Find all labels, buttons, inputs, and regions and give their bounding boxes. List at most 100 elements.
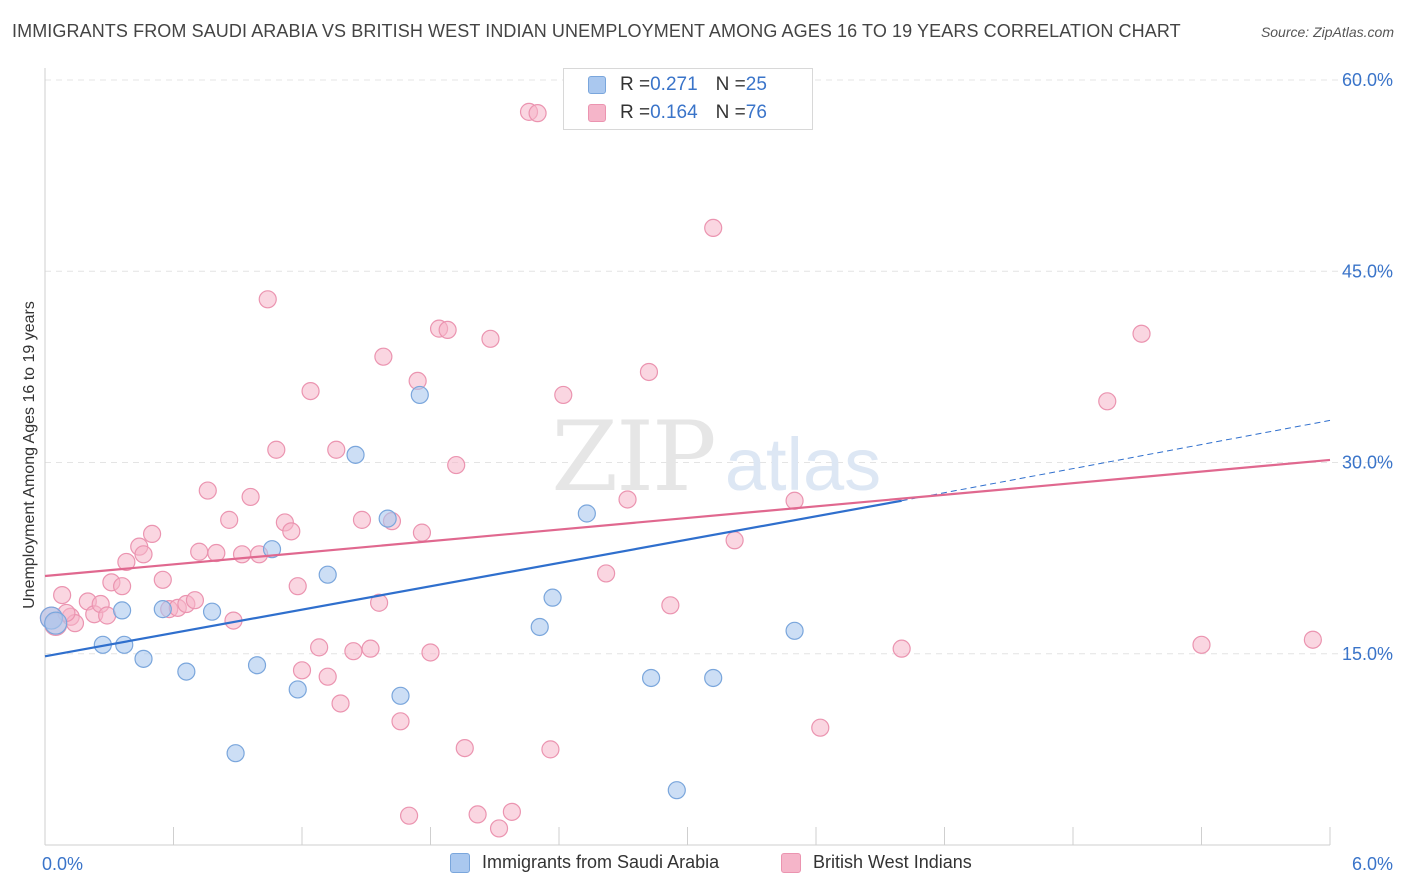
point-bwi xyxy=(292,661,312,680)
axes xyxy=(44,68,1331,846)
point-bwi xyxy=(1132,324,1151,343)
point-bwi xyxy=(455,738,474,758)
swatch-saudi xyxy=(588,76,606,94)
watermark: ZIP atlas xyxy=(551,401,881,513)
point-bwi xyxy=(301,382,320,401)
point-bwi xyxy=(327,440,346,459)
point-bwi xyxy=(447,455,466,475)
point-saudi xyxy=(112,601,132,620)
point-bwi xyxy=(318,667,337,686)
gridlines xyxy=(45,79,1392,655)
y-tick-label: 15.0% xyxy=(1342,644,1393,664)
point-bwi xyxy=(438,320,457,339)
point-saudi xyxy=(177,662,196,681)
point-bwi xyxy=(704,218,723,237)
point-bwi xyxy=(412,523,432,542)
point-bwi xyxy=(502,802,521,821)
point-saudi xyxy=(115,635,134,654)
n-value: 25 xyxy=(745,74,767,95)
point-saudi xyxy=(262,540,282,559)
r-value: 0.271 xyxy=(650,74,698,95)
point-bwi xyxy=(117,552,136,572)
legend-swatch-saudi xyxy=(450,852,470,873)
point-saudi xyxy=(667,781,686,800)
point-bwi xyxy=(241,487,260,507)
point-bwi xyxy=(528,104,547,123)
legend-label-bwi: British West Indians xyxy=(813,852,972,872)
point-saudi xyxy=(704,668,723,688)
swatch-bwi xyxy=(588,104,606,122)
watermark-atlas: atlas xyxy=(725,423,881,506)
point-bwi xyxy=(811,718,830,737)
x-tick-label: 6.0% xyxy=(1352,854,1393,874)
trend-line-saudi-extension xyxy=(901,419,1331,502)
point-bwi xyxy=(267,440,286,459)
point-bwi xyxy=(1192,635,1211,654)
point-saudi xyxy=(247,656,267,675)
trend-line-saudi xyxy=(44,499,902,658)
point-bwi xyxy=(282,522,301,541)
point-saudi xyxy=(391,686,410,705)
stats-row-bwi: R = 0.164 N = 76 xyxy=(588,101,767,125)
point-saudi xyxy=(785,621,804,640)
point-saudi xyxy=(288,680,307,699)
point-bwi xyxy=(153,570,172,589)
point-bwi xyxy=(344,642,363,661)
point-saudi xyxy=(346,445,365,464)
point-saudi xyxy=(226,744,245,763)
point-bwi xyxy=(1098,392,1117,411)
point-bwi xyxy=(892,639,911,658)
r-label: R = xyxy=(620,102,651,123)
stats-row-saudi: R = 0.271 N = 25 xyxy=(588,73,767,97)
point-bwi xyxy=(198,481,217,500)
point-bwi xyxy=(421,643,440,662)
point-bwi xyxy=(661,596,680,615)
point-bwi xyxy=(370,593,389,612)
point-bwi xyxy=(258,290,277,309)
point-bwi xyxy=(391,712,410,731)
legend-swatch-bwi xyxy=(781,852,801,873)
point-bwi xyxy=(399,806,419,825)
y-tick-label: 60.0% xyxy=(1342,70,1393,90)
point-saudi xyxy=(153,600,172,619)
legend-item-saudi[interactable]: Immigrants from Saudi Arabia xyxy=(450,852,719,873)
legend-item-bwi[interactable]: British West Indians xyxy=(781,852,972,873)
point-bwi xyxy=(232,545,252,564)
point-bwi xyxy=(331,694,350,713)
source-credit: Source: ZipAtlas.com xyxy=(1260,24,1394,40)
point-bwi xyxy=(468,805,487,824)
point-saudi xyxy=(543,588,562,607)
n-label: N = xyxy=(715,102,746,123)
point-bwi xyxy=(112,577,132,596)
point-bwi xyxy=(1303,630,1322,649)
point-bwi xyxy=(142,524,162,544)
n-label: N = xyxy=(715,74,746,95)
point-bwi xyxy=(541,740,560,759)
point-bwi xyxy=(489,819,509,838)
point-saudi xyxy=(641,668,661,688)
point-bwi xyxy=(361,639,380,658)
point-bwi xyxy=(185,591,205,610)
chart-title: IMMIGRANTS FROM SAUDI ARABIA VS BRITISH … xyxy=(12,21,1181,41)
point-saudi xyxy=(577,504,596,523)
point-bwi xyxy=(53,585,72,605)
y-tick-label: 30.0% xyxy=(1342,453,1393,473)
series-legend: Immigrants from Saudi Arabia British Wes… xyxy=(0,852,1406,876)
point-saudi xyxy=(378,509,397,528)
trend-line-bwi xyxy=(44,458,1331,578)
point-saudi xyxy=(410,385,429,405)
tick-labels: 15.0% 30.0% 45.0% 60.0% 0.0% 6.0% xyxy=(42,70,1393,874)
r-value: 0.164 xyxy=(650,102,698,123)
legend-label-saudi: Immigrants from Saudi Arabia xyxy=(482,852,720,872)
point-saudi xyxy=(202,602,222,621)
point-bwi xyxy=(554,385,573,405)
point-bwi xyxy=(374,347,393,366)
point-saudi xyxy=(530,617,549,637)
point-bwi xyxy=(288,577,307,596)
point-bwi xyxy=(597,564,616,583)
point-bwi xyxy=(352,510,372,529)
y-tick-label: 45.0% xyxy=(1342,261,1393,281)
point-saudi xyxy=(44,611,68,635)
point-bwi xyxy=(190,542,209,561)
